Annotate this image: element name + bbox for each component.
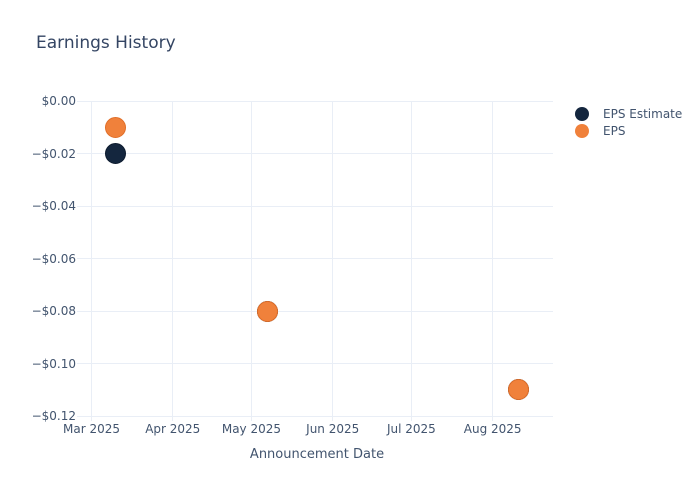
y-gridline xyxy=(77,310,553,312)
eps-estimate-marker-icon xyxy=(575,106,589,121)
data-point-eps-estimate[interactable] xyxy=(104,143,126,164)
legend-item-eps-estimate[interactable]: EPS Estimate xyxy=(575,105,682,122)
eps-marker-icon xyxy=(575,123,589,138)
x-axis-title: Announcement Date xyxy=(249,447,385,462)
x-tick-label: Jul 2025 xyxy=(386,422,436,436)
plot-area xyxy=(77,100,553,421)
y-gridline xyxy=(77,415,553,417)
y-tick-label: −$0.06 xyxy=(31,251,76,266)
y-gridline xyxy=(77,100,553,102)
x-tick-label: Jun 2025 xyxy=(306,422,360,436)
chart-title: Earnings History xyxy=(36,33,176,53)
x-gridline xyxy=(332,101,334,421)
legend-label: EPS xyxy=(603,123,626,138)
y-gridline xyxy=(77,363,553,364)
chart-legend: EPS Estimate EPS xyxy=(575,105,682,139)
legend-item-eps[interactable]: EPS xyxy=(575,122,682,139)
x-tick-label: Apr 2025 xyxy=(145,422,201,436)
legend-label: EPS Estimate xyxy=(603,106,683,121)
x-gridline xyxy=(90,101,92,421)
x-gridline xyxy=(172,101,174,421)
y-tick-label: −$0.08 xyxy=(31,304,76,318)
x-tick-label: Mar 2025 xyxy=(62,422,120,436)
y-tick-label: $0.00 xyxy=(41,94,76,108)
y-tick-label: −$0.12 xyxy=(31,409,76,423)
x-gridline xyxy=(492,101,494,421)
y-tick-label: −$0.04 xyxy=(31,199,76,213)
y-gridline xyxy=(77,258,553,259)
y-tick-label: −$0.10 xyxy=(31,356,76,371)
data-point-eps[interactable] xyxy=(104,116,126,138)
y-gridline xyxy=(77,153,553,154)
y-tick-label: −$0.02 xyxy=(31,146,76,161)
x-tick-label: May 2025 xyxy=(221,422,282,436)
data-point-eps[interactable] xyxy=(256,300,278,322)
data-point-eps[interactable] xyxy=(508,379,530,401)
x-tick-label: Aug 2025 xyxy=(463,422,522,436)
x-gridline xyxy=(250,101,252,421)
y-gridline xyxy=(77,205,553,207)
x-gridline xyxy=(410,101,412,421)
